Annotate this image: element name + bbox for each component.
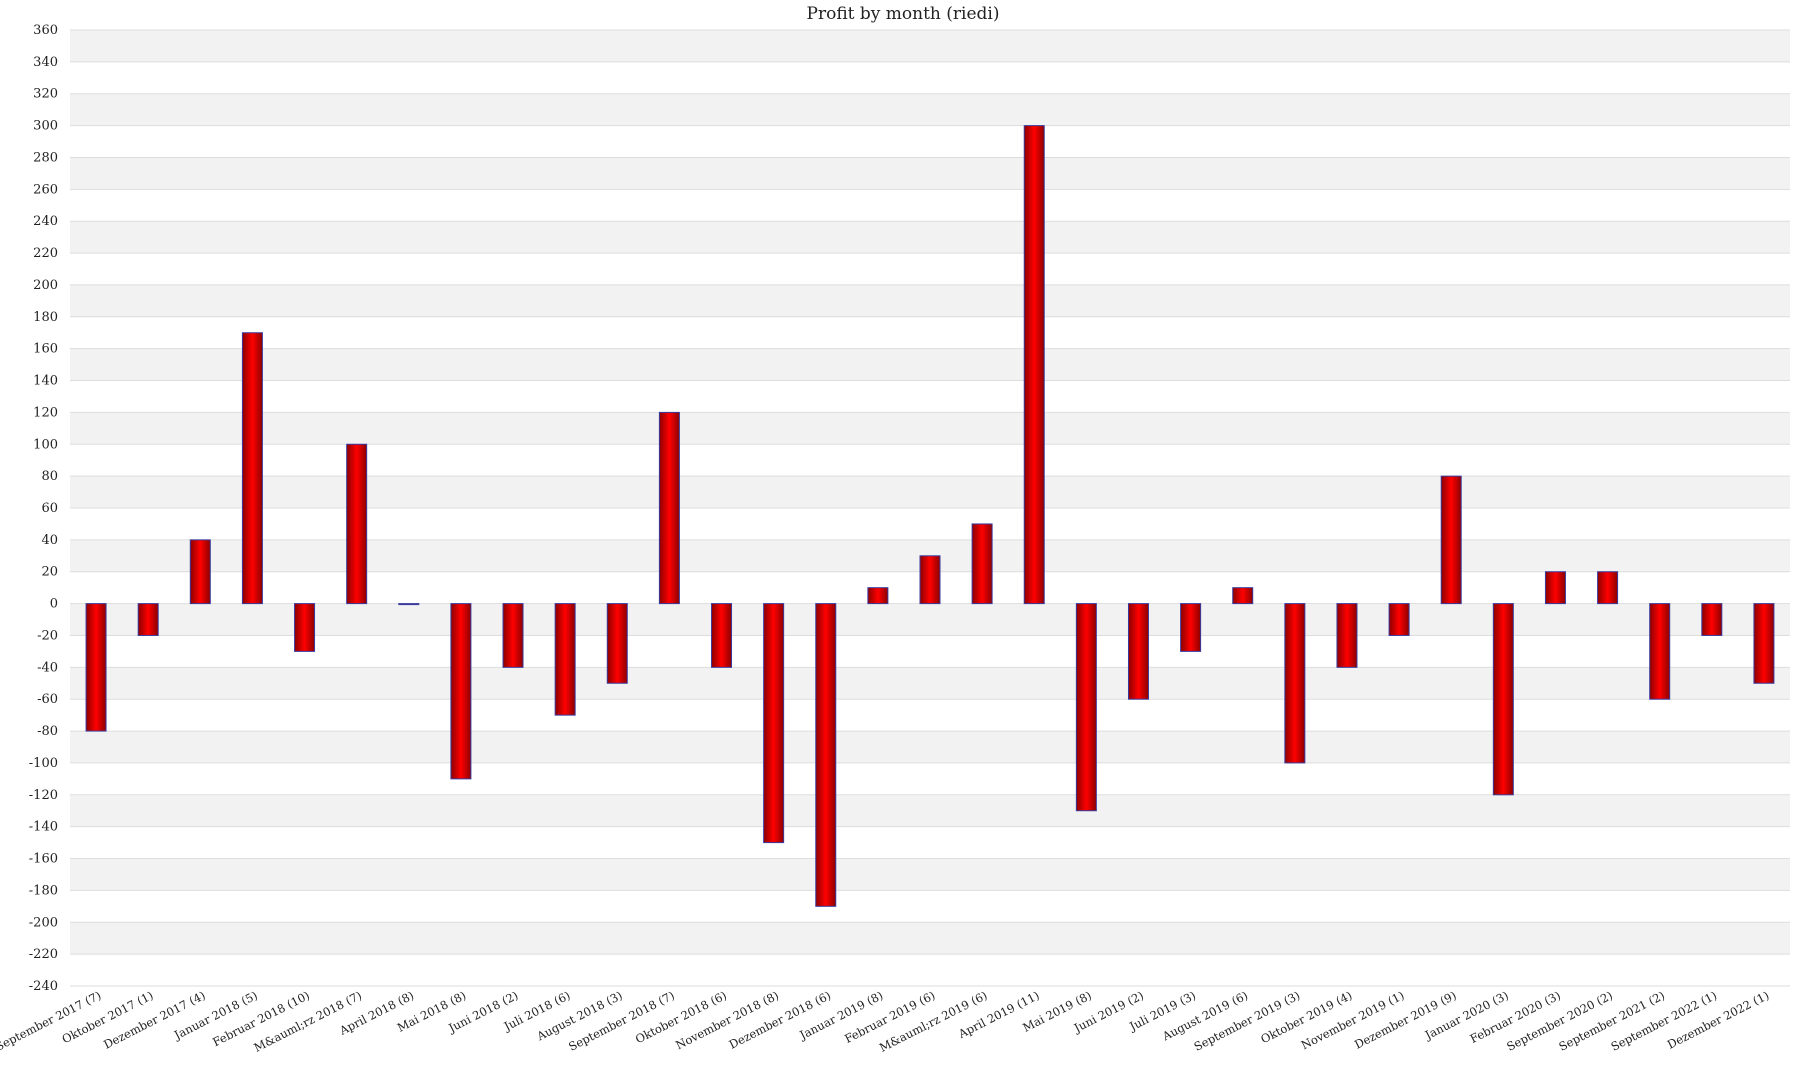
bar xyxy=(137,603,159,636)
bar xyxy=(1544,571,1566,605)
y-tick-label: -20 xyxy=(37,628,58,643)
bar xyxy=(1180,603,1202,652)
bar xyxy=(711,603,733,668)
y-tick-label: 320 xyxy=(33,87,58,102)
background-band xyxy=(70,922,1790,955)
bar xyxy=(241,332,263,605)
bar xyxy=(1023,125,1045,605)
bar xyxy=(1492,603,1514,796)
y-tick-label: 160 xyxy=(33,342,58,357)
bar-series xyxy=(85,125,1775,907)
bar xyxy=(502,603,524,668)
background-band xyxy=(70,412,1790,445)
background-band xyxy=(70,30,1790,62)
background-band xyxy=(70,157,1790,190)
bar xyxy=(1701,603,1723,636)
y-tick-label: -160 xyxy=(29,852,58,867)
bar xyxy=(1232,587,1254,605)
background-band xyxy=(70,603,1790,636)
y-tick-label: 200 xyxy=(33,278,58,293)
bar xyxy=(1440,475,1462,605)
y-tick-label: -220 xyxy=(29,947,58,962)
y-axis-tick-labels: -240-220-200-180-160-140-120-100-80-60-4… xyxy=(29,23,58,994)
bar xyxy=(1753,603,1775,684)
y-tick-label: -60 xyxy=(37,692,58,707)
y-tick-label: 240 xyxy=(33,214,58,229)
y-tick-label: 180 xyxy=(33,310,58,325)
y-tick-label: 260 xyxy=(33,182,58,197)
y-tick-label: 280 xyxy=(33,150,58,165)
bar xyxy=(1649,603,1671,700)
bar xyxy=(971,523,993,605)
y-tick-label: 140 xyxy=(33,374,58,389)
bar xyxy=(867,587,889,605)
y-tick-label: 40 xyxy=(41,533,58,548)
y-tick-label: 100 xyxy=(33,437,58,452)
y-tick-label: 340 xyxy=(33,55,58,70)
y-tick-label: 80 xyxy=(41,469,58,484)
chart-title: Profit by month (riedi) xyxy=(807,4,1000,24)
y-tick-label: -240 xyxy=(29,979,58,994)
plot-background-bands xyxy=(70,30,1790,955)
bar xyxy=(1597,571,1619,605)
bar xyxy=(294,603,316,652)
background-band xyxy=(70,794,1790,827)
background-band xyxy=(70,667,1790,700)
y-tick-label: -120 xyxy=(29,788,58,803)
y-tick-label: 220 xyxy=(33,246,58,261)
bar xyxy=(919,555,941,605)
bar xyxy=(1127,603,1149,700)
y-tick-label: -100 xyxy=(29,756,58,771)
bar xyxy=(1284,603,1306,764)
y-tick-label: 60 xyxy=(41,501,58,516)
y-tick-label: 120 xyxy=(33,405,58,420)
y-tick-label: 300 xyxy=(33,119,58,134)
bar xyxy=(1388,603,1410,636)
background-band xyxy=(70,221,1790,254)
bar xyxy=(398,603,420,606)
bar xyxy=(658,411,680,605)
background-band xyxy=(70,93,1790,126)
bar xyxy=(606,603,628,684)
bar xyxy=(554,603,576,716)
y-tick-label: 0 xyxy=(50,597,58,612)
y-tick-label: -180 xyxy=(29,883,58,898)
bar xyxy=(1075,603,1097,812)
bar xyxy=(189,539,211,605)
y-tick-label: -80 xyxy=(37,724,58,739)
background-band xyxy=(70,731,1790,763)
bar xyxy=(450,603,472,780)
bar xyxy=(1336,603,1358,668)
bar xyxy=(815,603,837,907)
background-band xyxy=(70,348,1790,381)
background-band xyxy=(70,476,1790,508)
bar xyxy=(763,603,785,844)
background-band xyxy=(70,284,1790,317)
y-tick-label: -200 xyxy=(29,915,58,930)
y-tick-label: -40 xyxy=(37,660,58,675)
y-tick-label: -140 xyxy=(29,820,58,835)
bar xyxy=(346,443,368,605)
bar xyxy=(85,603,107,732)
y-tick-label: 360 xyxy=(33,23,58,38)
y-tick-label: 20 xyxy=(41,565,58,580)
x-axis-tick-labels: September 2017 (7)Oktober 2017 (1)Dezemb… xyxy=(0,988,1771,1055)
background-band xyxy=(70,858,1790,891)
